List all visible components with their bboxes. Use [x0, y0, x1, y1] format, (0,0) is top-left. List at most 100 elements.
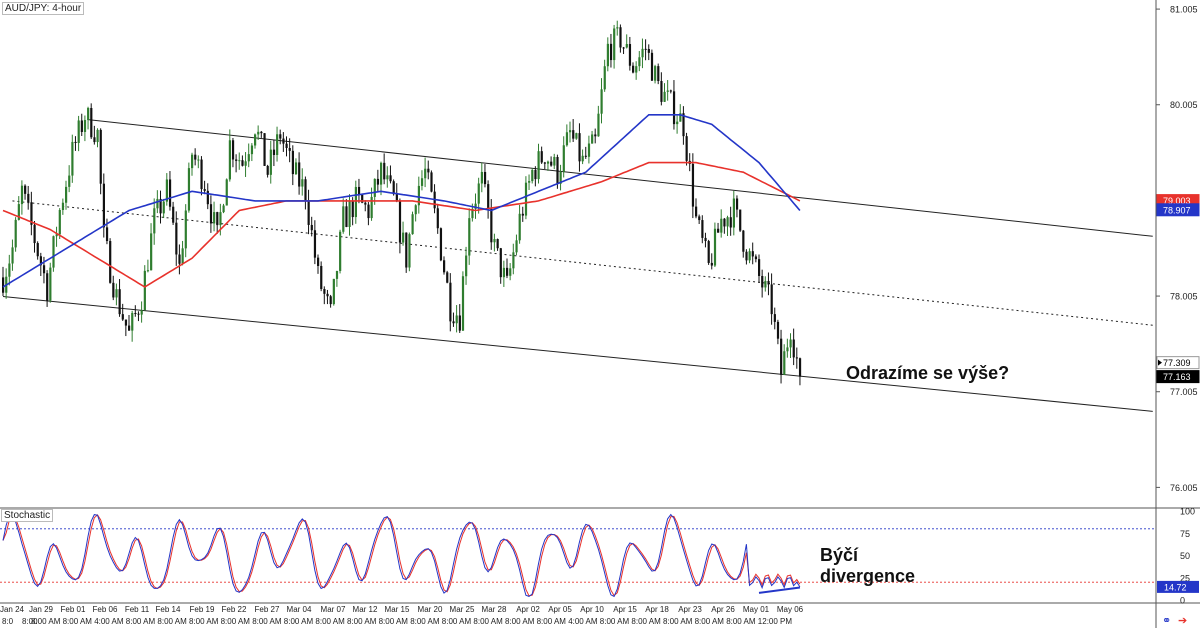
candle-body [263, 133, 266, 166]
candle-body [446, 272, 449, 283]
candle-body [266, 165, 269, 175]
time-label: 8:00 AM [379, 617, 409, 626]
candle-body [74, 141, 77, 143]
candle-body [71, 141, 74, 176]
link-icon[interactable]: ⚭ [1162, 615, 1172, 627]
time-label: 8:00 AM [284, 617, 314, 626]
divergence-annotation-line1: Býčí [820, 545, 859, 565]
date-label: Apr 05 [548, 605, 572, 614]
candle-body [55, 234, 58, 237]
candle-body [468, 218, 471, 256]
candle-body [562, 145, 565, 172]
candle-body [487, 184, 490, 209]
time-label: 8:00 AM [410, 617, 440, 626]
price-badge-last-high [1156, 356, 1200, 370]
candle-body [461, 276, 465, 331]
candle-body [449, 282, 452, 322]
stoch-badge [1157, 580, 1199, 593]
candle-body [389, 175, 392, 182]
candle-body [203, 189, 206, 191]
date-label: Feb 14 [156, 605, 181, 614]
time-label: 8:00 AM [189, 617, 219, 626]
candle-body [383, 162, 386, 180]
candle-body [137, 313, 140, 315]
date-label: May 01 [743, 605, 770, 614]
candle-body [24, 185, 27, 194]
candle-body [584, 155, 587, 157]
candle-body [493, 239, 496, 243]
candle-body [789, 339, 792, 348]
price-badge-label: 77.163 [1163, 372, 1191, 382]
candle-body [427, 168, 430, 173]
candle-body [68, 175, 71, 187]
price-tick-label: 81.005 [1170, 5, 1198, 15]
candle-body [165, 179, 168, 202]
candle-body [159, 198, 162, 214]
date-label: Feb 27 [255, 605, 280, 614]
candle-body [168, 179, 172, 207]
candle-body [364, 202, 367, 205]
date-label: Apr 18 [645, 605, 669, 614]
candle-body [455, 315, 458, 324]
candle-body [506, 267, 509, 276]
candle-body [581, 155, 584, 162]
candle-body [222, 205, 225, 213]
candle-body [131, 312, 134, 331]
candle-body [798, 358, 802, 377]
candle-body [609, 43, 613, 61]
candle-body [770, 284, 773, 315]
ma-blue-line [2, 114, 801, 288]
candle-body [118, 289, 121, 315]
candle-body [2, 277, 5, 293]
candle-body [332, 278, 335, 305]
candle-body [480, 171, 483, 184]
time-label: 4:00 AM [94, 617, 124, 626]
stoch-tick-label: 100 [1180, 507, 1195, 517]
price-badge-last-close [1156, 370, 1200, 384]
candle-body [307, 200, 310, 225]
date-label: Mar 04 [287, 605, 312, 614]
candle-body [471, 208, 474, 219]
date-label: Mar 25 [450, 605, 475, 614]
candle-body [685, 136, 688, 161]
candle-body [339, 231, 342, 271]
candle-body [587, 143, 591, 157]
candle-body [483, 171, 487, 185]
candle-body [732, 198, 735, 228]
candle-body [376, 178, 380, 185]
candle-body [569, 130, 572, 133]
price-tick-label: 77.005 [1170, 387, 1198, 397]
candle-body [87, 108, 90, 120]
candle-body [436, 208, 439, 229]
date-label: Apr 10 [580, 605, 604, 614]
candle-body [591, 134, 594, 144]
candle-body [172, 206, 175, 223]
candle-body [606, 43, 609, 67]
candle-body [317, 257, 320, 266]
time-label: 8:00 AM [505, 617, 535, 626]
time-label: 8:00 AM [726, 617, 756, 626]
candle-body [745, 251, 748, 261]
candle-body [209, 204, 213, 224]
candle-body [77, 120, 80, 143]
candle-body [20, 185, 24, 205]
stochastic-title: Stochastic [1, 509, 54, 522]
candle-body [761, 275, 764, 288]
candle-body [666, 90, 669, 92]
candle-body [58, 209, 61, 235]
candle-body [647, 48, 650, 53]
candle-body [257, 131, 260, 135]
candle-body [773, 314, 776, 322]
price-badge-label: 77.309 [1163, 358, 1191, 368]
arrow-right-icon[interactable]: ➔ [1178, 615, 1188, 627]
candle-body [720, 218, 723, 233]
candle-body [443, 260, 446, 273]
candle-body [386, 175, 389, 180]
time-label: 8:00 [22, 617, 38, 626]
candle-body [622, 47, 625, 49]
candle-body [345, 206, 348, 227]
candle-body [758, 259, 761, 276]
